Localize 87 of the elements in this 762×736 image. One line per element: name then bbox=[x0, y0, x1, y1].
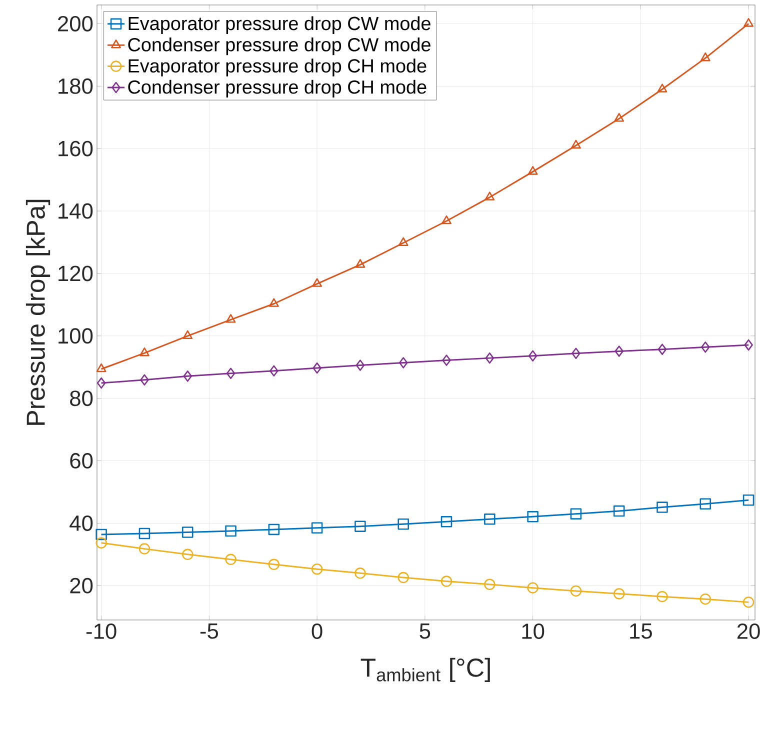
point bbox=[528, 166, 538, 175]
point bbox=[226, 368, 236, 379]
point bbox=[226, 314, 236, 323]
point bbox=[182, 330, 193, 340]
point bbox=[484, 514, 496, 525]
point bbox=[570, 508, 582, 520]
point bbox=[528, 350, 538, 362]
x-tick-label: 15 bbox=[630, 624, 652, 639]
y-tick-label: 100 bbox=[58, 328, 93, 344]
point bbox=[656, 590, 668, 602]
x-tick-label: -5 bbox=[200, 624, 218, 639]
point bbox=[701, 342, 710, 353]
point bbox=[484, 192, 495, 200]
y-tick-label: 180 bbox=[58, 78, 93, 94]
point bbox=[614, 346, 624, 357]
point bbox=[268, 524, 280, 536]
y-tick-label: 20 bbox=[70, 578, 93, 594]
point bbox=[312, 278, 322, 287]
x-tick-label: 20 bbox=[737, 623, 760, 640]
point bbox=[268, 558, 280, 570]
point bbox=[570, 140, 581, 149]
point bbox=[614, 112, 624, 122]
point bbox=[355, 259, 366, 268]
y-tick-label: 80 bbox=[70, 390, 93, 406]
legend-label: Evaporator pressure drop CH mode bbox=[128, 58, 426, 76]
point bbox=[96, 537, 107, 549]
y-axis-title: Pressure drop [kPa] bbox=[26, 200, 50, 425]
point bbox=[354, 568, 366, 579]
point bbox=[700, 498, 712, 510]
point bbox=[398, 572, 409, 584]
point bbox=[744, 18, 754, 27]
point bbox=[140, 347, 150, 356]
y-tick-label: 40 bbox=[70, 515, 93, 531]
point bbox=[484, 578, 496, 590]
point bbox=[744, 339, 753, 351]
legend-label: Condenser pressure drop CW mode bbox=[128, 37, 430, 56]
x-tick-label: 10 bbox=[522, 623, 544, 640]
point bbox=[96, 363, 106, 372]
y-tick-label: 160 bbox=[58, 140, 93, 156]
point bbox=[700, 52, 710, 62]
point bbox=[440, 576, 452, 587]
point bbox=[225, 525, 236, 537]
point bbox=[527, 582, 538, 594]
y-tick-label: 200 bbox=[58, 16, 93, 32]
point bbox=[138, 543, 150, 554]
point bbox=[442, 354, 451, 366]
point bbox=[572, 348, 580, 360]
point bbox=[182, 548, 194, 560]
point bbox=[613, 505, 625, 517]
point bbox=[311, 563, 323, 575]
point bbox=[96, 377, 106, 389]
legend-label: Evaporator pressure drop CW mode bbox=[128, 16, 430, 34]
point bbox=[656, 502, 668, 513]
point bbox=[700, 593, 712, 605]
point bbox=[140, 374, 149, 386]
point bbox=[311, 522, 323, 534]
point bbox=[225, 554, 236, 566]
point bbox=[527, 511, 538, 522]
point bbox=[398, 237, 408, 246]
point bbox=[742, 596, 754, 608]
point bbox=[658, 344, 667, 355]
x-tick-label: 0 bbox=[312, 623, 322, 640]
y-tick-label: 140 bbox=[58, 203, 93, 219]
point bbox=[312, 362, 322, 374]
point bbox=[138, 528, 150, 540]
point bbox=[270, 365, 278, 376]
point bbox=[183, 370, 192, 382]
point bbox=[398, 518, 409, 530]
point bbox=[398, 357, 408, 368]
point bbox=[442, 215, 452, 224]
point bbox=[268, 298, 279, 307]
legend-label: Condenser pressure drop CH mode bbox=[128, 80, 426, 98]
point bbox=[613, 588, 625, 600]
y-tick-label: 120 bbox=[58, 266, 93, 282]
x-tick-label: -10 bbox=[86, 623, 116, 640]
point bbox=[96, 528, 107, 540]
point bbox=[356, 360, 365, 371]
point bbox=[440, 516, 452, 528]
y-tick-label: 60 bbox=[70, 453, 93, 469]
point bbox=[742, 494, 754, 506]
point bbox=[657, 84, 668, 92]
point bbox=[182, 526, 194, 538]
x-tick-label: 5 bbox=[420, 624, 430, 639]
point bbox=[570, 585, 582, 597]
x-axis-title: T$_{ambient}$ [°C] bbox=[360, 658, 490, 682]
point bbox=[354, 520, 366, 532]
point bbox=[485, 352, 494, 364]
